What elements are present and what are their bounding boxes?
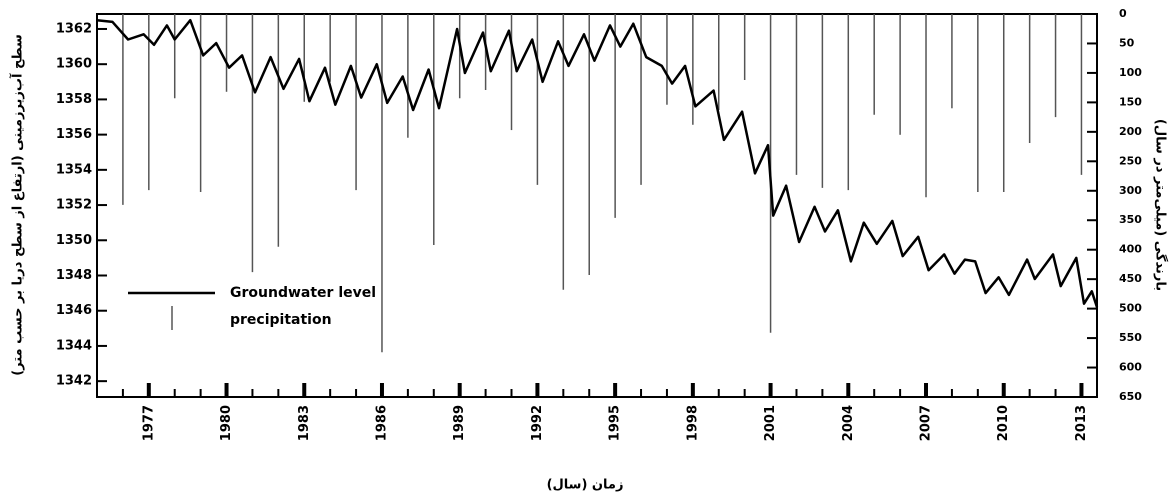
y2-tick-label: 50 [1119,36,1135,49]
x-tick-label: 2001 [763,405,778,441]
y-tick-label: 1344 [56,338,92,353]
x-tick-label: 2007 [919,405,934,441]
y-tick-label: 1362 [56,21,92,36]
y2-tick-label: 300 [1119,184,1142,197]
x-tick-label: 1992 [530,405,545,441]
y-tick-label: 1360 [56,57,92,72]
x-axis-title: زمان (سال) [547,478,624,493]
y2-tick-label: 100 [1119,66,1142,79]
y-tick-label: 1356 [56,127,92,142]
x-tick-label: 1980 [219,405,234,441]
y-tick-label: 1346 [56,303,92,318]
y2-tick-label: 0 [1119,7,1127,20]
y-tick-label: 1358 [56,92,92,107]
y-tick-label: 1350 [56,233,92,248]
y2-tick-label: 250 [1119,154,1142,167]
x-tick-label: 2004 [841,405,856,441]
x-tick-label: 2010 [996,405,1011,441]
x-tick-label: 1998 [685,405,700,441]
x-tick-label: 1983 [297,405,312,441]
y-tick-label: 1354 [56,162,92,177]
x-tick-label: 1977 [141,405,156,441]
y2-tick-label: 500 [1119,302,1142,315]
y2-axis-title: بارندگی (میلی‌متر در سال) [1153,119,1169,291]
y-tick-label: 1348 [56,268,92,283]
y2-tick-label: 200 [1119,125,1142,138]
y2-tick-label: 350 [1119,213,1142,226]
y-axis-title: سطح آب‌زیرزمینی (ارتفاع از سطح دریا بر ح… [9,34,26,376]
groundwater-line [96,18,1099,308]
x-tick-label: 1995 [608,405,623,441]
y2-tick-label: 400 [1119,243,1142,256]
x-tick-label: 2013 [1074,405,1089,441]
y2-tick-label: 650 [1119,390,1142,403]
x-tick-label: 1989 [452,405,467,441]
legend-label: precipitation [230,312,332,328]
x-tick-label: 1986 [374,405,389,441]
y2-tick-label: 600 [1119,361,1142,374]
y2-tick-label: 450 [1119,272,1142,285]
y2-tick-label: 150 [1119,95,1142,108]
y-tick-label: 1352 [56,198,92,213]
y-tick-label: 1342 [56,374,92,389]
y2-tick-label: 550 [1119,331,1142,344]
legend-label: Groundwater level [230,285,376,301]
